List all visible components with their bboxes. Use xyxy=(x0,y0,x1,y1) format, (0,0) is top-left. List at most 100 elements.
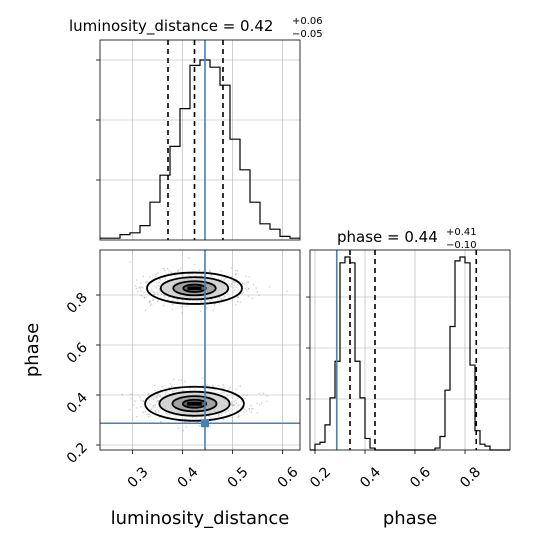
sample-point xyxy=(152,299,154,302)
sample-point xyxy=(168,413,171,416)
sample-point xyxy=(135,287,138,290)
sample-point xyxy=(130,398,132,400)
sample-point xyxy=(182,275,184,277)
x-tick-label-ld: 0.6 xyxy=(275,464,302,491)
sample-point xyxy=(154,406,156,409)
sample-point xyxy=(237,416,239,419)
sample-point xyxy=(212,309,215,311)
sample-point xyxy=(217,299,219,302)
sample-point xyxy=(155,282,158,284)
sample-point xyxy=(186,305,189,308)
sample-point xyxy=(157,400,160,402)
sample-point xyxy=(250,404,252,407)
sample-point xyxy=(258,294,260,297)
sample-point xyxy=(215,415,217,417)
sample-point xyxy=(235,402,238,404)
frame-phase xyxy=(309,249,511,451)
sample-point xyxy=(155,396,157,398)
sample-point xyxy=(171,390,174,393)
histogram-phase xyxy=(310,256,510,451)
sample-point xyxy=(222,391,225,393)
sample-point xyxy=(232,404,234,406)
sample-point xyxy=(266,394,268,397)
panel-2d-contour: 0.3 0.4 0.5 0.6 0.2 0.4 0.6 0.8 xyxy=(64,249,302,491)
sample-point xyxy=(237,397,239,399)
sample-point xyxy=(167,413,169,416)
sample-point xyxy=(184,380,186,383)
sample-point xyxy=(142,400,144,402)
title-phase-plus: +0.41 xyxy=(446,227,477,238)
sample-point xyxy=(181,275,183,278)
sample-point xyxy=(234,407,236,409)
sample-point xyxy=(227,394,229,397)
sample-point xyxy=(152,281,155,283)
sample-point xyxy=(208,415,210,418)
sample-point xyxy=(230,396,233,398)
sample-point xyxy=(236,404,238,407)
y-tick-label-phase: 0.4 xyxy=(64,390,91,417)
sample-point xyxy=(236,287,238,289)
sample-point xyxy=(136,415,138,418)
sample-point xyxy=(121,393,124,396)
density-core xyxy=(187,286,202,291)
sample-point xyxy=(233,400,235,403)
sample-point xyxy=(152,407,154,409)
sample-point xyxy=(226,394,228,396)
sample-point xyxy=(221,298,223,300)
sample-point xyxy=(149,415,152,417)
sample-point xyxy=(239,301,242,303)
sample-point xyxy=(177,427,180,430)
title-phase-minus: −0.10 xyxy=(446,240,477,251)
sample-point xyxy=(175,275,177,277)
sample-point xyxy=(139,396,141,398)
sample-point xyxy=(154,389,156,392)
sample-point xyxy=(150,408,153,410)
sample-point xyxy=(231,404,234,406)
sample-point xyxy=(179,267,182,270)
sample-point xyxy=(229,286,232,288)
sample-point xyxy=(148,398,150,401)
sample-point xyxy=(152,293,155,296)
sample-point xyxy=(150,408,152,411)
sample-point xyxy=(243,411,245,413)
sample-point xyxy=(144,281,147,284)
sample-point xyxy=(155,273,158,276)
sample-point xyxy=(152,298,155,301)
sample-point xyxy=(244,397,247,400)
x-tick-label-ld: 0.4 xyxy=(175,464,202,491)
sample-point xyxy=(232,286,235,289)
sample-point xyxy=(154,384,156,387)
sample-point xyxy=(147,416,150,418)
x-axis-label-phase: phase xyxy=(383,508,437,529)
sample-point xyxy=(200,300,203,303)
sample-point xyxy=(156,394,158,396)
sample-point xyxy=(149,405,152,407)
sample-point xyxy=(185,426,188,428)
sample-point xyxy=(159,291,161,293)
sample-point xyxy=(152,405,155,407)
sample-point xyxy=(153,395,155,397)
sample-point xyxy=(157,394,160,396)
sample-point xyxy=(245,275,247,278)
sample-point xyxy=(143,296,145,299)
sample-point xyxy=(153,285,156,288)
sample-point xyxy=(234,269,237,272)
sample-point xyxy=(230,283,232,285)
sample-point xyxy=(232,420,234,422)
sample-point xyxy=(153,291,155,293)
sample-point xyxy=(177,298,180,301)
sample-point xyxy=(139,406,142,408)
sample-point xyxy=(259,404,261,406)
sample-point xyxy=(149,301,151,304)
sample-point xyxy=(213,389,216,391)
sample-point xyxy=(233,404,235,406)
sample-point xyxy=(233,396,235,398)
sample-point xyxy=(222,384,224,386)
sample-point xyxy=(170,386,173,388)
histogram-ld xyxy=(100,59,300,239)
sample-point xyxy=(168,269,171,272)
sample-point xyxy=(243,282,246,285)
sample-point xyxy=(228,412,231,415)
sample-point xyxy=(200,310,202,313)
sample-point xyxy=(147,393,149,396)
